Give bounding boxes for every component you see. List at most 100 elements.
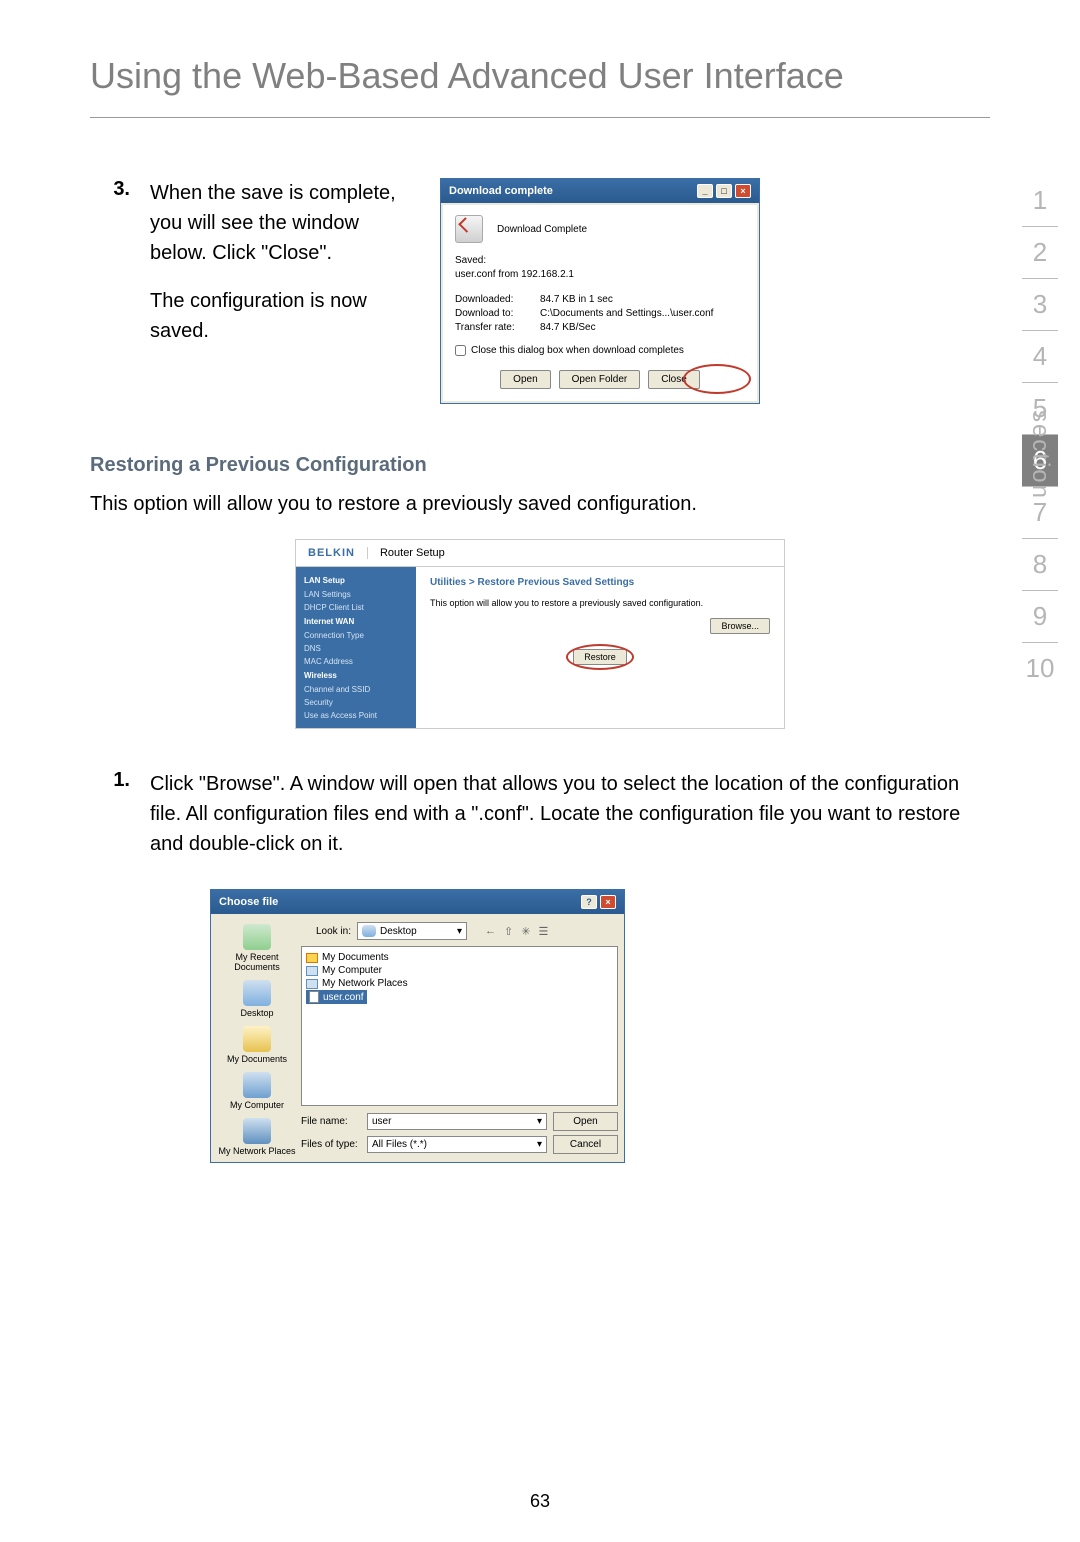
download-heading: Download Complete bbox=[497, 224, 587, 235]
section-nav-item[interactable]: 4 bbox=[1022, 331, 1058, 382]
maximize-button[interactable]: □ bbox=[716, 184, 732, 198]
place-label: My Network Places bbox=[218, 1146, 295, 1156]
lookin-label: Look in: bbox=[301, 926, 351, 937]
desktop-icon bbox=[362, 925, 376, 937]
section-nav-item[interactable]: 1 bbox=[1022, 175, 1058, 226]
place-network[interactable]: My Network Places bbox=[218, 1118, 295, 1156]
filename-input[interactable]: user ▾ bbox=[367, 1113, 547, 1130]
sidebar-item-use-ap[interactable]: Use as Access Point bbox=[296, 709, 416, 722]
section-nav-item[interactable]: 3 bbox=[1022, 279, 1058, 330]
lookin-select[interactable]: Desktop ▾ bbox=[357, 922, 467, 940]
sidebar-item-lan-setup[interactable]: LAN Setup bbox=[296, 573, 416, 588]
filetype-select[interactable]: All Files (*.*) ▾ bbox=[367, 1136, 547, 1153]
router-sidebar: LAN Setup LAN Settings DHCP Client List … bbox=[296, 567, 416, 728]
network-icon bbox=[243, 1118, 271, 1144]
browse-button[interactable]: Browse... bbox=[710, 618, 770, 634]
router-title: Router Setup bbox=[380, 547, 445, 559]
place-label: Desktop bbox=[240, 1008, 273, 1018]
open-button[interactable]: Open bbox=[500, 370, 550, 389]
dialog-titlebar[interactable]: Choose file ? × bbox=[211, 890, 624, 914]
place-label: My Recent Documents bbox=[217, 952, 297, 972]
window-close-button[interactable]: × bbox=[600, 895, 616, 909]
item-label: My Documents bbox=[322, 952, 389, 963]
sidebar-item-dhcp[interactable]: DHCP Client List bbox=[296, 601, 416, 614]
file-list[interactable]: My Documents My Computer My Network Plac… bbox=[301, 946, 618, 1106]
sidebar-item-channel[interactable]: Channel and SSID bbox=[296, 683, 416, 696]
minimize-button[interactable]: _ bbox=[697, 184, 713, 198]
filetype-label: Files of type: bbox=[301, 1139, 361, 1150]
step3-p1: When the save is complete, you will see … bbox=[150, 178, 420, 268]
window-close-button[interactable]: × bbox=[735, 184, 751, 198]
list-item[interactable]: My Documents bbox=[306, 951, 613, 964]
breadcrumb: Utilities > Restore Previous Saved Setti… bbox=[430, 577, 770, 588]
chevron-down-icon: ▾ bbox=[537, 1116, 542, 1127]
step-number: 3. bbox=[90, 178, 130, 404]
place-documents[interactable]: My Documents bbox=[227, 1026, 287, 1064]
computer-icon bbox=[306, 966, 318, 976]
section-nav-item[interactable]: 8 bbox=[1022, 539, 1058, 590]
filetype-value: All Files (*.*) bbox=[372, 1139, 427, 1150]
restore-heading: Restoring a Previous Configuration bbox=[90, 454, 990, 477]
downloaded-value: 84.7 KB in 1 sec bbox=[540, 294, 745, 305]
place-computer[interactable]: My Computer bbox=[230, 1072, 284, 1110]
saved-label: Saved: bbox=[455, 255, 745, 266]
close-when-complete-checkbox[interactable] bbox=[455, 345, 466, 356]
place-label: My Computer bbox=[230, 1100, 284, 1110]
saved-value: user.conf from 192.168.2.1 bbox=[455, 269, 745, 280]
dialog-title: Choose file bbox=[219, 896, 278, 908]
sidebar-item-dns[interactable]: DNS bbox=[296, 642, 416, 655]
help-button[interactable]: ? bbox=[581, 895, 597, 909]
open-folder-button[interactable]: Open Folder bbox=[559, 370, 641, 389]
close-button[interactable]: Close bbox=[648, 370, 700, 389]
sidebar-item-wireless[interactable]: Wireless bbox=[296, 668, 416, 683]
network-icon bbox=[306, 979, 318, 989]
dialog-titlebar[interactable]: Download complete _ □ × bbox=[441, 179, 759, 203]
open-button[interactable]: Open bbox=[553, 1112, 618, 1131]
view-icon[interactable]: ☰ bbox=[538, 925, 548, 938]
folder-icon bbox=[306, 953, 318, 963]
up-icon[interactable]: ⇧ bbox=[504, 925, 513, 938]
close-when-complete-label: Close this dialog box when download comp… bbox=[471, 345, 684, 356]
section-nav-item[interactable]: 9 bbox=[1022, 591, 1058, 642]
file-icon bbox=[309, 991, 319, 1003]
sidebar-item-security[interactable]: Security bbox=[296, 696, 416, 709]
new-folder-icon[interactable]: ✳ bbox=[521, 925, 530, 938]
place-recent[interactable]: My Recent Documents bbox=[217, 924, 297, 972]
downloadto-label: Download to: bbox=[455, 308, 540, 319]
sidebar-item-internet-wan[interactable]: Internet WAN bbox=[296, 614, 416, 629]
sidebar-item-conn-type[interactable]: Connection Type bbox=[296, 629, 416, 642]
sidebar-item-mac[interactable]: MAC Address bbox=[296, 655, 416, 668]
choose-file-dialog: Choose file ? × My Recent Documents Desk… bbox=[210, 889, 625, 1163]
router-setup-panel: BELKIN Router Setup LAN Setup LAN Settin… bbox=[295, 539, 785, 729]
rate-label: Transfer rate: bbox=[455, 322, 540, 333]
place-desktop[interactable]: Desktop bbox=[240, 980, 273, 1018]
step1-text: Click "Browse". A window will open that … bbox=[150, 769, 990, 859]
router-brand: BELKIN bbox=[308, 547, 368, 559]
documents-icon bbox=[243, 1026, 271, 1052]
step3-p2: The configuration is now saved. bbox=[150, 286, 420, 346]
downloadto-value: C:\Documents and Settings...\user.conf bbox=[540, 308, 745, 319]
router-desc: This option will allow you to restore a … bbox=[430, 598, 770, 608]
cancel-button[interactable]: Cancel bbox=[553, 1135, 618, 1154]
downloaded-label: Downloaded: bbox=[455, 294, 540, 305]
place-label: My Documents bbox=[227, 1054, 287, 1064]
section-label: section bbox=[1026, 410, 1054, 500]
step-number: 1. bbox=[90, 769, 130, 859]
download-icon bbox=[455, 215, 483, 243]
list-item[interactable]: My Network Places bbox=[306, 977, 613, 990]
list-item-selected[interactable]: user.conf bbox=[306, 990, 367, 1004]
section-nav-item[interactable]: 2 bbox=[1022, 227, 1058, 278]
dialog-title: Download complete bbox=[449, 185, 553, 197]
chevron-down-icon: ▾ bbox=[537, 1139, 542, 1150]
sidebar-item-lan-settings[interactable]: LAN Settings bbox=[296, 588, 416, 601]
desktop-icon bbox=[243, 980, 271, 1006]
rate-value: 84.7 KB/Sec bbox=[540, 322, 745, 333]
item-label: user.conf bbox=[323, 992, 364, 1003]
section-nav-item[interactable]: 10 bbox=[1022, 643, 1058, 694]
back-icon[interactable]: ← bbox=[485, 925, 496, 938]
list-item[interactable]: My Computer bbox=[306, 964, 613, 977]
restore-button[interactable]: Restore bbox=[573, 649, 627, 665]
filename-value: user bbox=[372, 1116, 391, 1127]
lookin-value: Desktop bbox=[380, 926, 417, 937]
page-title: Using the Web-Based Advanced User Interf… bbox=[90, 40, 990, 118]
